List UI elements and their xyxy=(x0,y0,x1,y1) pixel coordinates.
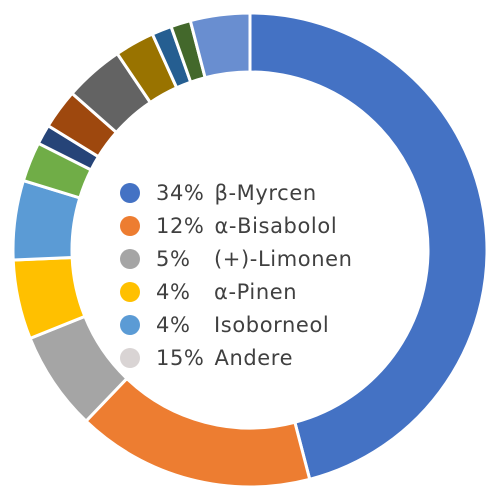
legend-swatch xyxy=(120,314,140,335)
donut-slice-0 xyxy=(248,11,489,482)
legend-percent: 15% xyxy=(156,345,205,370)
legend-item-pinen: 4% α-Pinen xyxy=(120,275,353,308)
legend-item-myrcen: 34% β-Myrcen xyxy=(120,176,353,209)
legend-label: (+)-Limonen xyxy=(214,246,353,271)
donut-slice-1 xyxy=(83,376,312,489)
legend-item-andere: 15% Andere xyxy=(120,341,353,374)
legend-item-limonen: 5% (+)-Limonen xyxy=(120,242,353,275)
legend-swatch xyxy=(120,248,140,269)
legend-label: Andere xyxy=(214,345,294,370)
legend-swatch xyxy=(120,347,140,368)
legend-label: Isoborneol xyxy=(214,312,330,337)
legend-percent: 12% xyxy=(156,213,205,238)
legend-label: β-Myrcen xyxy=(214,180,317,205)
legend-label: α-Pinen xyxy=(214,279,298,304)
legend-swatch xyxy=(120,215,140,236)
legend-percent: 34% xyxy=(156,180,205,205)
legend-label: α-Bisabolol xyxy=(214,213,338,238)
donut-slice-12 xyxy=(188,11,252,80)
legend-percent: 5% xyxy=(156,246,191,271)
legend-swatch xyxy=(120,182,140,203)
legend-percent: 4% xyxy=(156,279,191,304)
chart-legend: 34% β-Myrcen 12% α-Bisabolol 5% (+)-Limo… xyxy=(120,176,353,374)
donut-slices xyxy=(11,11,489,489)
legend-item-bisabolol: 12% α-Bisabolol xyxy=(120,209,353,242)
legend-item-isoborneol: 4% Isoborneol xyxy=(120,308,353,341)
legend-swatch xyxy=(120,281,140,302)
legend-percent: 4% xyxy=(156,312,191,337)
